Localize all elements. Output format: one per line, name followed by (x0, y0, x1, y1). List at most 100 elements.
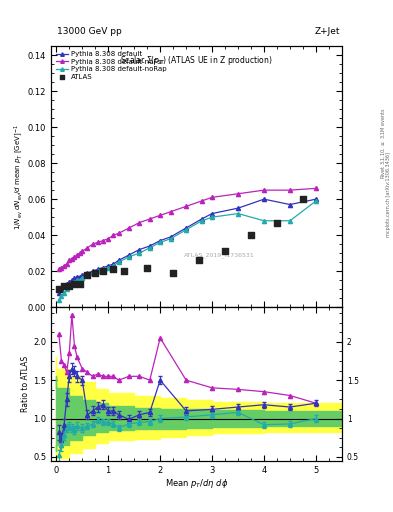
Pythia 8.308 default (72, 275, 77, 282)
Pythia 8.308 default (147, 243, 152, 249)
Text: ATLAS_2019_I1736531: ATLAS_2019_I1736531 (184, 252, 255, 258)
ATLAS (222, 247, 228, 255)
Pythia 8.308 default (262, 196, 266, 202)
Pythia 8.308 default (70, 277, 74, 283)
Pythia 8.308 default-noRap (127, 254, 131, 260)
Text: Rivet 3.1.10, $\geq$ 3.1M events: Rivet 3.1.10, $\geq$ 3.1M events (379, 108, 387, 179)
ATLAS (56, 285, 62, 293)
Pythia 8.308 default-noRap (80, 275, 84, 282)
Pythia 8.308 default-noFsr (111, 232, 116, 238)
Pythia 8.308 default-noRap (62, 290, 66, 296)
Pythia 8.308 default-noRap (70, 281, 74, 287)
ATLAS (77, 280, 83, 288)
Pythia 8.308 default (168, 234, 173, 240)
X-axis label: Mean $p_T/d\eta\ d\phi$: Mean $p_T/d\eta\ d\phi$ (165, 477, 228, 490)
Pythia 8.308 default-noRap (158, 239, 163, 245)
Pythia 8.308 default (64, 281, 69, 287)
Pythia 8.308 default-noFsr (80, 248, 84, 254)
Pythia 8.308 default-noFsr (168, 209, 173, 215)
Pythia 8.308 default-noFsr (137, 220, 142, 226)
Legend: Pythia 8.308 default, Pythia 8.308 default-noFsr, Pythia 8.308 default-noRap, AT: Pythia 8.308 default, Pythia 8.308 defau… (55, 50, 168, 81)
Pythia 8.308 default-noFsr (262, 187, 266, 193)
Line: Pythia 8.308 default-noRap: Pythia 8.308 default-noRap (57, 199, 318, 302)
ATLAS (300, 195, 306, 203)
Pythia 8.308 default (116, 258, 121, 264)
ATLAS (61, 282, 67, 290)
Pythia 8.308 default-noFsr (67, 258, 72, 264)
Pythia 8.308 default-noFsr (62, 263, 66, 269)
Pythia 8.308 default-noRap (210, 214, 215, 220)
Pythia 8.308 default-noFsr (70, 255, 74, 262)
Pythia 8.308 default-noFsr (57, 266, 61, 272)
Pythia 8.308 default-noRap (111, 263, 116, 269)
Pythia 8.308 default (314, 196, 318, 202)
Pythia 8.308 default-noFsr (85, 245, 90, 251)
Pythia 8.308 default (106, 263, 110, 269)
ATLAS (66, 282, 72, 290)
Pythia 8.308 default (236, 205, 241, 211)
Pythia 8.308 default-noFsr (127, 225, 131, 231)
ATLAS (110, 265, 117, 273)
Pythia 8.308 default-noFsr (314, 185, 318, 191)
ATLAS (274, 219, 280, 227)
Pythia 8.308 default (158, 238, 163, 244)
Pythia 8.308 default-noFsr (75, 252, 79, 258)
ATLAS (71, 280, 77, 288)
Pythia 8.308 default (77, 273, 82, 280)
Pythia 8.308 default (80, 272, 84, 278)
Pythia 8.308 default-noFsr (158, 212, 163, 219)
Pythia 8.308 default-noRap (137, 250, 142, 256)
Pythia 8.308 default-noFsr (184, 203, 189, 209)
Pythia 8.308 default-noRap (314, 198, 318, 204)
ATLAS (248, 231, 254, 239)
Line: Pythia 8.308 default: Pythia 8.308 default (57, 197, 318, 295)
Pythia 8.308 default-noRap (199, 218, 204, 224)
Pythia 8.308 default (90, 268, 95, 274)
Pythia 8.308 default-noFsr (236, 190, 241, 197)
Text: Z+Jet: Z+Jet (314, 27, 340, 36)
Pythia 8.308 default-noFsr (199, 198, 204, 204)
Pythia 8.308 default (57, 290, 61, 296)
Pythia 8.308 default-noRap (262, 218, 266, 224)
Pythia 8.308 default (75, 273, 79, 280)
Pythia 8.308 default-noRap (85, 272, 90, 278)
Pythia 8.308 default (111, 261, 116, 267)
ATLAS (121, 267, 127, 275)
Pythia 8.308 default-noRap (236, 210, 241, 217)
Y-axis label: $1/N_{\mathsf{ev}}\ dN_{\mathsf{ev}}/d$ mean $p_T\ [\mathrm{GeV}]^{-1}$: $1/N_{\mathsf{ev}}\ dN_{\mathsf{ev}}/d$ … (12, 123, 25, 230)
ATLAS (92, 269, 98, 277)
Pythia 8.308 default (184, 225, 189, 231)
Pythia 8.308 default-noFsr (210, 194, 215, 200)
Pythia 8.308 default-noRap (75, 277, 79, 283)
Pythia 8.308 default-noRap (184, 227, 189, 233)
Pythia 8.308 default-noFsr (288, 187, 292, 193)
Pythia 8.308 default (137, 246, 142, 252)
Pythia 8.308 default (95, 266, 100, 272)
Pythia 8.308 default (127, 252, 131, 258)
Pythia 8.308 default (59, 286, 64, 292)
Pythia 8.308 default-noRap (101, 266, 105, 272)
Pythia 8.308 default-noRap (288, 218, 292, 224)
Y-axis label: Ratio to ATLAS: Ratio to ATLAS (21, 356, 30, 412)
Pythia 8.308 default-noFsr (59, 265, 64, 271)
ATLAS (144, 264, 150, 272)
Pythia 8.308 default-noRap (77, 277, 82, 283)
Pythia 8.308 default (67, 279, 72, 285)
Pythia 8.308 default (199, 216, 204, 222)
Pythia 8.308 default-noFsr (95, 239, 100, 245)
Pythia 8.308 default (85, 270, 90, 276)
Pythia 8.308 default-noFsr (106, 236, 110, 242)
Pythia 8.308 default-noFsr (147, 216, 152, 222)
Pythia 8.308 default-noRap (72, 279, 77, 285)
Pythia 8.308 default-noFsr (77, 250, 82, 256)
Pythia 8.308 default-noFsr (116, 230, 121, 237)
ATLAS (170, 269, 176, 277)
Pythia 8.308 default (62, 283, 66, 289)
ATLAS (100, 267, 106, 275)
Pythia 8.308 default-noRap (59, 293, 64, 300)
Text: 13000 GeV pp: 13000 GeV pp (57, 27, 122, 36)
Pythia 8.308 default (288, 202, 292, 208)
Pythia 8.308 default-noFsr (90, 241, 95, 247)
ATLAS (84, 271, 91, 279)
Pythia 8.308 default-noFsr (72, 254, 77, 260)
